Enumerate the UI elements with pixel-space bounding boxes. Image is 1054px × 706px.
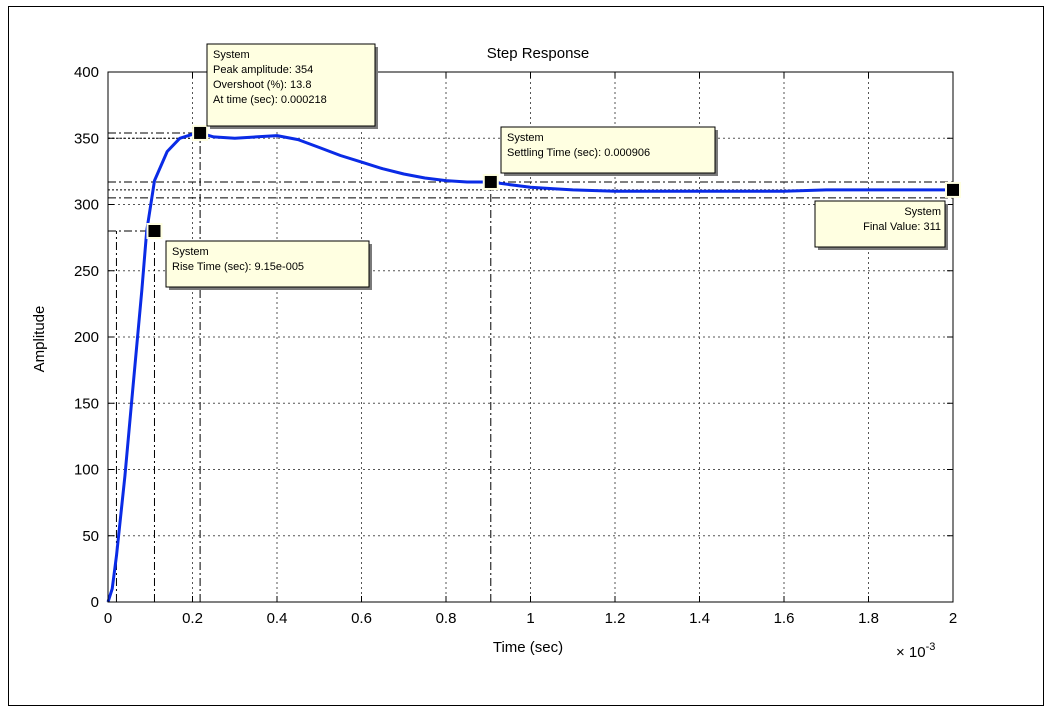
marker-peak bbox=[193, 126, 207, 140]
annotation-rise: System Rise Time (sec): 9.15e-005 bbox=[166, 241, 372, 290]
y-tick-label: 300 bbox=[74, 197, 99, 214]
annotation-line: Final Value: 311 bbox=[863, 221, 941, 233]
x-multiplier-base: × 10 bbox=[896, 644, 926, 661]
annotation-final: System Final Value: 311 bbox=[815, 201, 948, 250]
annotation-line: System bbox=[904, 206, 941, 218]
marker-rise bbox=[147, 224, 161, 238]
annotation-line: Rise Time (sec): 9.15e-005 bbox=[172, 261, 304, 273]
x-tick-label: 0.6 bbox=[351, 610, 372, 627]
x-tick-label: 1.4 bbox=[689, 610, 710, 627]
x-multiplier-exponent: -3 bbox=[926, 641, 936, 653]
y-tick-label: 400 bbox=[74, 64, 99, 81]
annotation-line: Settling Time (sec): 0.000906 bbox=[507, 147, 650, 159]
annotation-line: System bbox=[213, 49, 250, 61]
marker-settling bbox=[484, 175, 498, 189]
x-tick-label: 1.8 bbox=[858, 610, 879, 627]
x-tick-label: 0 bbox=[104, 610, 112, 627]
y-tick-label: 150 bbox=[74, 395, 99, 412]
x-axis-label: Time (sec) bbox=[493, 639, 563, 656]
y-tick-label: 200 bbox=[74, 329, 99, 346]
x-tick-label: 1.6 bbox=[774, 610, 795, 627]
x-tick-label: 0.8 bbox=[436, 610, 457, 627]
x-tick-label: 0.4 bbox=[267, 610, 288, 627]
chart-title: Step Response bbox=[487, 45, 590, 62]
annotation-line: System bbox=[172, 246, 209, 258]
x-tick-label: 1 bbox=[526, 610, 534, 627]
annotation-line: Overshoot (%): 13.8 bbox=[213, 79, 311, 91]
annotation-settling: System Settling Time (sec): 0.000906 bbox=[501, 127, 718, 176]
y-tick-label: 50 bbox=[82, 528, 99, 545]
step-response-chart: 0 0.2 0.4 0.6 0.8 1 1.2 1.4 1.6 1.8 2 0 50 100 150 200 2… bbox=[0, 0, 1054, 673]
y-tick-label: 350 bbox=[74, 130, 99, 147]
y-tick-label: 100 bbox=[74, 462, 99, 479]
x-tick-label: 1.2 bbox=[605, 610, 626, 627]
annotation-peak: System Peak amplitude: 354 Overshoot (%): … bbox=[207, 44, 378, 129]
x-tick-label: 2 bbox=[949, 610, 957, 627]
marker-final bbox=[946, 183, 960, 197]
annotation-line: At time (sec): 0.000218 bbox=[213, 94, 327, 106]
y-tick-label: 250 bbox=[74, 263, 99, 280]
y-tick-label: 0 bbox=[91, 594, 99, 611]
x-multiplier: × 10-3 bbox=[896, 641, 935, 661]
annotation-line: Peak amplitude: 354 bbox=[213, 64, 313, 76]
x-tick-label: 0.2 bbox=[182, 610, 203, 627]
y-axis-label: Amplitude bbox=[31, 306, 48, 373]
annotation-line: System bbox=[507, 132, 544, 144]
